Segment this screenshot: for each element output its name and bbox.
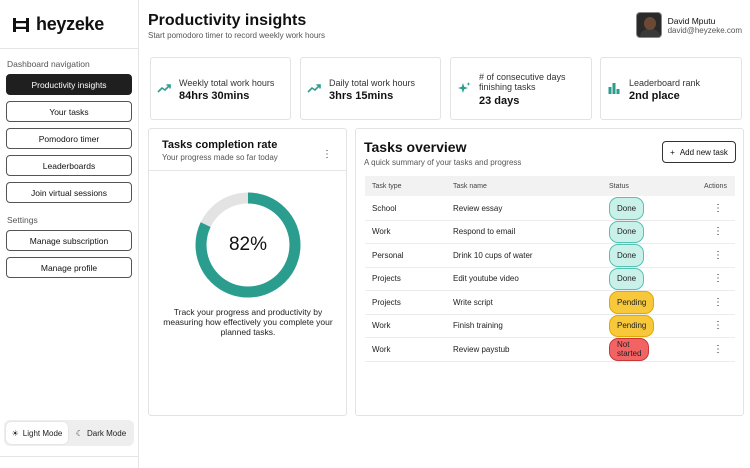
logo-mark-icon [13,17,29,32]
status-badge: Not started [609,338,650,361]
header-actions: Actions [704,182,727,190]
trend-up-icon [157,84,171,93]
nav-pomodoro-timer[interactable]: Pomodoro timer [6,128,132,149]
light-mode-option[interactable]: ☀ Light Mode [6,422,68,444]
task-name: Edit youtube video [453,274,519,284]
nav-join-virtual-sessions[interactable]: Join virtual sessions [6,182,132,203]
bar-chart-icon [608,83,620,94]
stat-label: # of consecutive days finishing tasks [479,72,566,93]
task-name: Write script [453,297,493,307]
stat-card-leaderboard-rank: Leaderboard rank 2nd place [600,57,742,120]
table-row[interactable]: School Review essay Done ⋮ [365,197,735,221]
nav-heading: Dashboard navigation [7,59,90,69]
status-badge: Done [609,244,645,267]
manage-profile-button[interactable]: Manage profile [6,257,132,278]
stat-label: Leaderboard rank [629,78,701,88]
more-vertical-icon[interactable]: ⋮ [322,149,332,160]
trend-up-icon [307,84,321,93]
nav-your-tasks[interactable]: Your tasks [6,101,132,122]
user-email: david@heyzeke.com [667,25,742,35]
stat-label: Daily total work hours [329,78,416,88]
nav-leaderboards[interactable]: Leaderboards [6,155,132,176]
divider [0,456,139,457]
page-subtitle: Start pomodoro timer to record weekly wo… [148,31,325,40]
task-type: Personal [372,250,404,260]
row-actions-icon[interactable]: ⋮ [713,226,723,238]
task-name: Respond to email [453,227,516,237]
status-badge: Done [609,197,645,220]
sun-icon: ☀ [11,428,19,438]
user-profile[interactable]: David Mputu david@heyzeke.com [635,12,742,38]
task-type: Projects [372,274,401,284]
completion-description: Track your progress and productivity by … [163,307,333,338]
row-actions-icon[interactable]: ⋮ [713,249,723,261]
task-name: Review paystub [453,344,510,354]
table-row[interactable]: Projects Write script Pending ⋮ [365,291,735,315]
stat-value: 84hrs 30mins [179,90,250,102]
divider [149,170,346,171]
stat-card-daily-hours: Daily total work hours 3hrs 15mins [300,57,441,120]
stat-value: 3hrs 15mins [329,90,394,102]
stat-label: Weekly total work hours [179,78,275,88]
ring-progress [195,192,301,298]
overview-subtitle: A quick summary of your tasks and progre… [364,158,522,167]
add-new-task-button[interactable]: + Add new task [662,141,736,163]
status-badge: Pending [609,291,655,314]
tasks-overview-card: Tasks overview A quick summary of your t… [355,128,744,416]
task-type: Projects [372,297,401,307]
moon-icon: ☾ [75,428,84,438]
task-type: Work [372,227,391,237]
task-name: Drink 10 cups of water [453,250,533,260]
completion-percent: 82% [228,234,268,255]
header-task-type: Task type [372,182,402,190]
table-header: Task type Task name Status Actions [365,176,735,196]
row-actions-icon[interactable]: ⋮ [713,296,723,308]
completion-subtitle: Your progress made so far today [162,153,278,162]
nav-productivity-insights[interactable]: Productivity insights [6,74,132,95]
divider [0,48,139,49]
table-row[interactable]: Personal Drink 10 cups of water Done ⋮ [365,244,735,268]
status-badge: Pending [609,314,655,337]
status-badge: Done [609,220,645,243]
light-mode-label: Light Mode [22,428,63,438]
dark-mode-label: Dark Mode [87,428,127,438]
task-type: Work [372,344,391,354]
header-status: Status [609,182,629,190]
sparkle-icon [458,82,471,93]
header-task-name: Task name [453,182,487,190]
stat-value: 23 days [479,95,520,107]
theme-mode-toggle: ☀ Light Mode ☾ Dark Mode [4,420,134,446]
completion-ring [195,192,301,298]
brand-logo[interactable]: heyzeke [12,14,104,35]
completion-card: Tasks completion rate Your progress made… [148,128,347,416]
brand-name: heyzeke [36,14,104,34]
table-row[interactable]: Work Respond to email Done ⋮ [365,220,735,244]
row-actions-icon[interactable]: ⋮ [713,202,723,214]
sidebar: heyzeke Dashboard navigation Productivit… [0,0,139,468]
completion-title: Tasks completion rate [162,139,278,151]
row-actions-icon[interactable]: ⋮ [713,320,723,332]
dark-mode-option[interactable]: ☾ Dark Mode [70,422,132,444]
row-actions-icon[interactable]: ⋮ [713,343,723,355]
page-title: Productivity insights [148,12,307,29]
overview-title: Tasks overview [364,139,467,155]
add-new-task-label: Add new task [679,147,728,157]
manage-subscription-button[interactable]: Manage subscription [6,230,132,251]
row-actions-icon[interactable]: ⋮ [713,273,723,285]
stat-card-consecutive-days: # of consecutive days finishing tasks 23… [450,57,592,120]
stat-card-weekly-hours: Weekly total work hours 84hrs 30mins [150,57,291,120]
task-name: Finish training [453,321,503,331]
user-name: David Mputu [667,15,716,26]
task-type: School [372,203,397,213]
task-type: Work [372,321,391,331]
table-row[interactable]: Work Finish training Pending ⋮ [365,314,735,338]
stat-value: 2nd place [629,90,680,102]
avatar [635,12,662,38]
table-row[interactable]: Work Review paystub Not started ⋮ [365,338,735,362]
plus-icon: + [670,147,675,157]
status-badge: Done [609,267,645,290]
table-row[interactable]: Projects Edit youtube video Done ⋮ [365,267,735,291]
task-name: Review essay [453,203,503,213]
settings-heading: Settings [7,215,38,225]
